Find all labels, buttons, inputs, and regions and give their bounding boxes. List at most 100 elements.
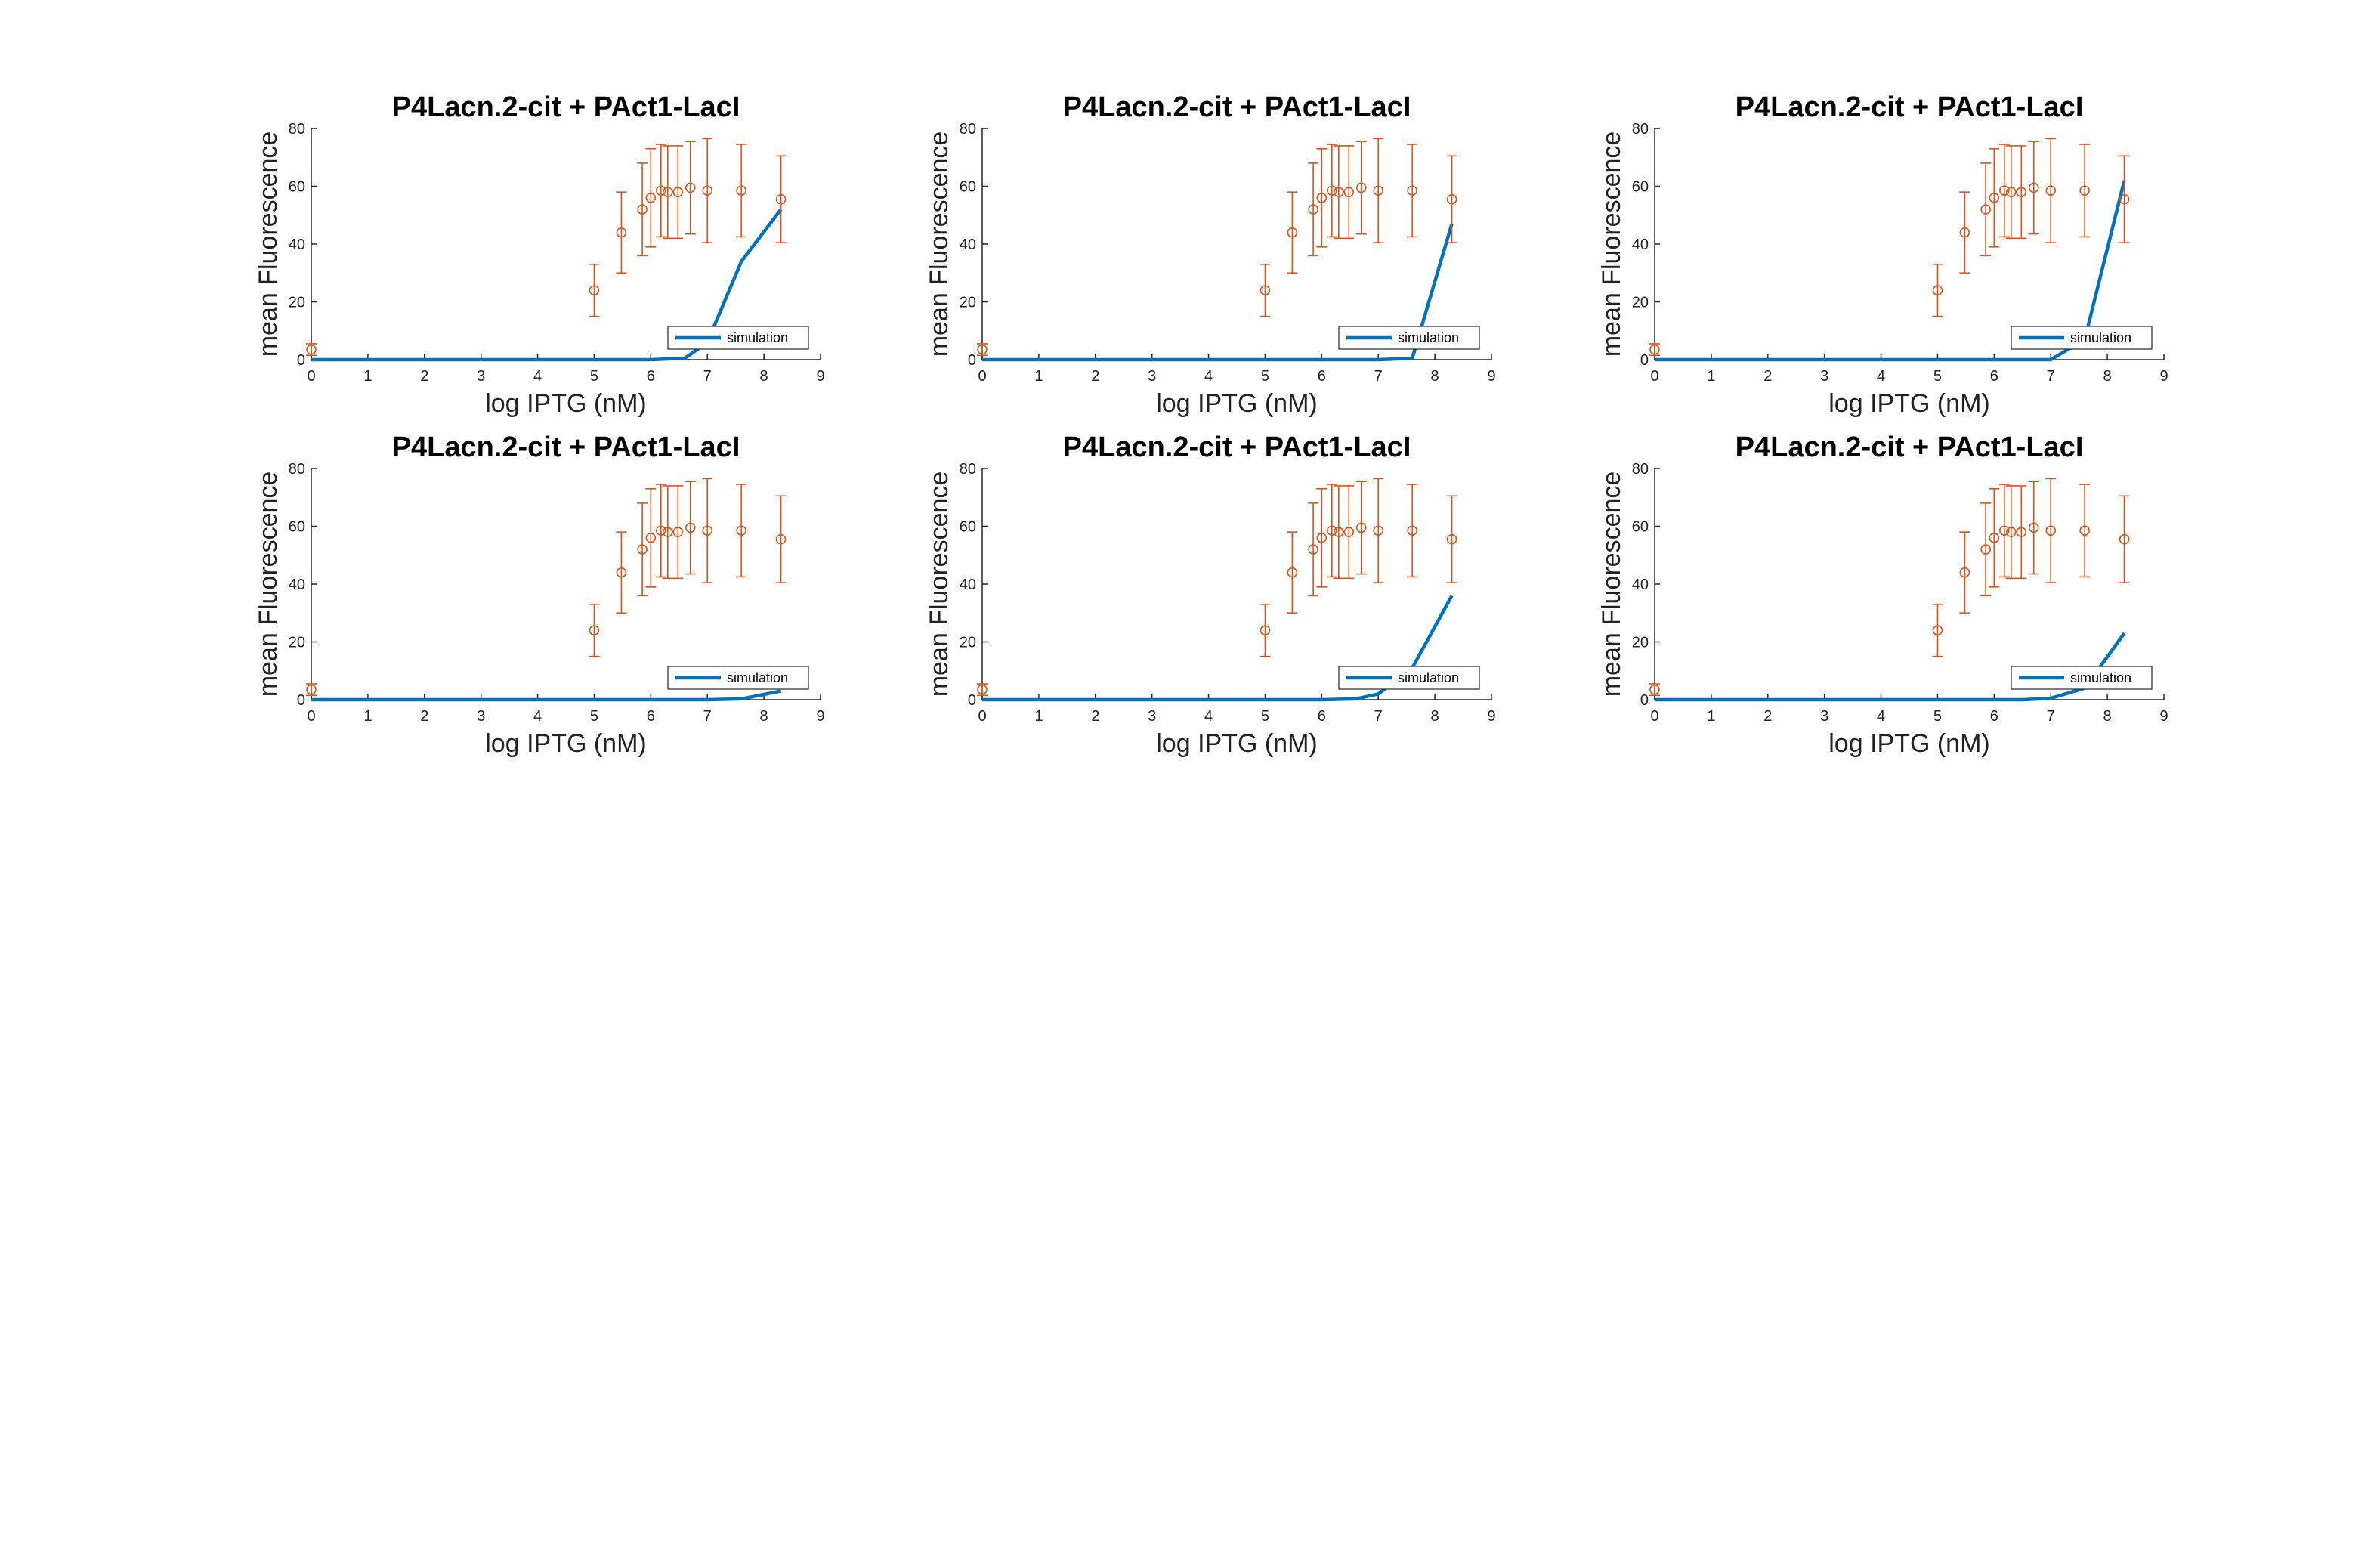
data-point [685, 522, 696, 533]
x-tick-label: 0 [1650, 368, 1658, 385]
y-tick-label: 60 [960, 519, 976, 536]
data-point [1334, 187, 1344, 197]
data-point [2119, 533, 2130, 545]
x-tick-label: 3 [1820, 708, 1828, 725]
y-tick-label: 80 [960, 121, 976, 138]
x-tick-label: 4 [533, 368, 542, 385]
data-point [977, 344, 988, 355]
x-tick-label: 6 [647, 708, 655, 725]
data-point [1308, 544, 1318, 555]
data-point [1373, 525, 1384, 536]
y-axis-label: mean Fluorescence [1597, 472, 1626, 697]
data-point [1373, 185, 1384, 196]
subplot-title: P4Lacn.2-cit + PAct1-LacI [1736, 431, 2084, 463]
experiment-series [306, 138, 787, 357]
data-point [589, 625, 600, 636]
y-tick-label: 0 [1640, 692, 1649, 709]
subplot-6: 0 1 2 3 4 5 6 7 8 9 0 20 40 60 80 P4Lacn.2-cit + PAct1-… [1597, 431, 2168, 758]
data-point [2006, 527, 2017, 537]
x-tick-label: 6 [1318, 368, 1326, 385]
x-tick-label: 3 [477, 708, 485, 725]
data-point [1980, 544, 1991, 555]
data-point [656, 185, 666, 196]
y-tick-label: 40 [289, 577, 305, 593]
x-tick-label: 8 [1431, 368, 1439, 385]
data-point [775, 533, 787, 545]
y-tick-label: 20 [289, 635, 305, 651]
data-point [637, 204, 648, 215]
x-tick-label: 7 [1374, 368, 1383, 385]
data-point [736, 525, 746, 536]
data-point [1343, 187, 1355, 197]
x-tick-label: 7 [703, 708, 712, 725]
data-point [656, 525, 666, 536]
y-tick-label: 60 [960, 179, 976, 196]
data-point [1932, 285, 1943, 296]
x-tick-label: 2 [1091, 368, 1099, 385]
data-point [662, 187, 673, 197]
x-tick-label: 2 [420, 708, 428, 725]
data-point [1999, 525, 2010, 536]
data-point [1260, 285, 1271, 296]
simulation-line [311, 208, 783, 362]
y-tick-label: 60 [1632, 179, 1649, 196]
y-tick-label: 40 [960, 237, 976, 253]
data-point [1316, 532, 1328, 543]
x-tick-label: 1 [1707, 708, 1715, 725]
data-point [1649, 344, 1660, 355]
x-tick-label: 3 [1820, 368, 1828, 385]
data-point [672, 187, 684, 197]
x-tick-label: 7 [1374, 708, 1383, 725]
data-point [977, 684, 988, 695]
data-point [1260, 625, 1271, 636]
data-point [1999, 185, 2010, 196]
y-tick-label: 0 [968, 692, 976, 709]
x-tick-label: 3 [477, 368, 485, 385]
data-point [1316, 192, 1328, 203]
x-tick-label: 1 [1034, 368, 1043, 385]
legend: simulation [1338, 326, 1480, 350]
subplot-5: 0 1 2 3 4 5 6 7 8 9 0 20 40 60 80 P4Lacn.2-cit + PAct1-… [925, 431, 1496, 758]
x-tick-label: 4 [1204, 708, 1213, 725]
y-tick-label: 0 [968, 352, 976, 369]
y-axis-label: mean Fluorescence [925, 131, 954, 357]
x-axis-label: log IPTG (nM) [485, 389, 646, 418]
x-axis-label: log IPTG (nM) [1156, 729, 1317, 758]
y-tick-label: 60 [289, 179, 305, 196]
x-tick-label: 7 [2047, 368, 2055, 385]
data-point [1446, 533, 1457, 545]
x-tick-label: 4 [1204, 368, 1213, 385]
subplot-4: 0 1 2 3 4 5 6 7 8 9 0 20 40 60 80 P4Lacn.2-cit + PAct1-… [254, 431, 825, 758]
data-point [616, 567, 627, 578]
data-point [1355, 182, 1367, 193]
data-point [1959, 567, 1970, 578]
data-point [2119, 193, 2130, 205]
data-point [1989, 192, 2000, 203]
data-point [589, 285, 600, 296]
x-tick-label: 3 [1148, 708, 1156, 725]
legend: simulation [2011, 666, 2153, 690]
legend-label: simulation [727, 670, 788, 685]
data-point [702, 525, 713, 536]
x-tick-label: 3 [1148, 368, 1156, 385]
x-tick-label: 4 [533, 708, 542, 725]
x-tick-label: 9 [816, 708, 824, 725]
x-tick-label: 5 [1933, 708, 1942, 725]
x-tick-label: 8 [760, 368, 768, 385]
subplot-title: P4Lacn.2-cit + PAct1-LacI [1736, 91, 2084, 123]
simulation-line [311, 689, 782, 702]
x-tick-label: 5 [590, 708, 598, 725]
y-tick-label: 40 [1632, 577, 1649, 593]
y-tick-label: 20 [960, 295, 976, 311]
data-point [1932, 625, 1943, 636]
x-tick-label: 5 [590, 368, 598, 385]
data-point [1287, 227, 1298, 238]
data-point [1308, 204, 1318, 215]
data-point [702, 185, 713, 196]
x-tick-label: 8 [760, 708, 768, 725]
x-tick-label: 6 [1990, 368, 1998, 385]
y-tick-label: 60 [289, 519, 305, 536]
data-point [775, 193, 787, 205]
x-tick-label: 9 [1487, 708, 1495, 725]
